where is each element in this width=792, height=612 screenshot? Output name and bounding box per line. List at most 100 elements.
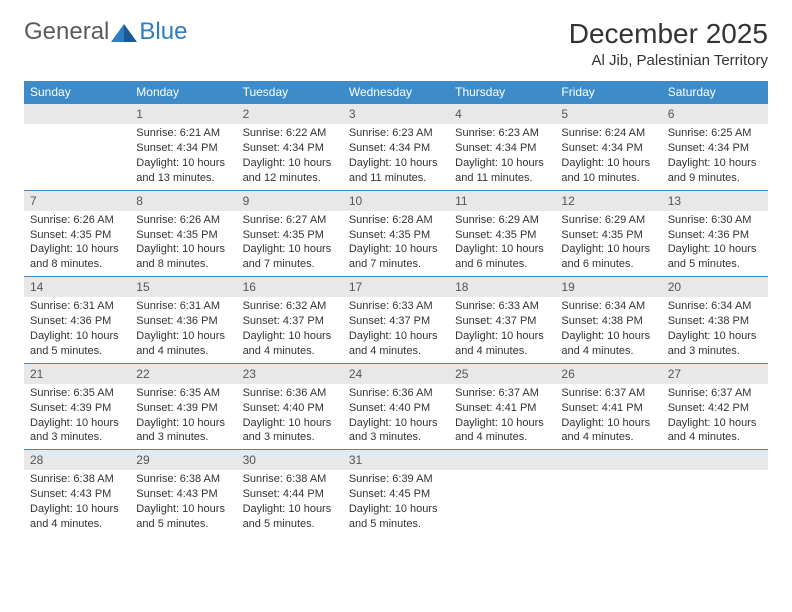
sunset-text: Sunset: 4:39 PM [30, 401, 124, 416]
daylight-text: Daylight: 10 hours and 3 minutes. [243, 416, 337, 446]
calendar-cell [662, 449, 768, 536]
daylight-text: Daylight: 10 hours and 6 minutes. [561, 242, 655, 272]
sunrise-text: Sunrise: 6:25 AM [668, 126, 762, 141]
month-title: December 2025 [569, 18, 768, 50]
calendar-cell: 18Sunrise: 6:33 AMSunset: 4:37 PMDayligh… [449, 276, 555, 363]
sunset-text: Sunset: 4:42 PM [668, 401, 762, 416]
day-content: Sunrise: 6:35 AMSunset: 4:39 PMDaylight:… [24, 384, 130, 449]
sunrise-text: Sunrise: 6:29 AM [455, 213, 549, 228]
day-header: Monday [130, 81, 236, 103]
day-number: 12 [555, 190, 661, 211]
day-content: Sunrise: 6:37 AMSunset: 4:41 PMDaylight:… [449, 384, 555, 449]
day-content: Sunrise: 6:34 AMSunset: 4:38 PMDaylight:… [555, 297, 661, 362]
sunrise-text: Sunrise: 6:24 AM [561, 126, 655, 141]
calendar-cell: 26Sunrise: 6:37 AMSunset: 4:41 PMDayligh… [555, 363, 661, 450]
day-content: Sunrise: 6:21 AMSunset: 4:34 PMDaylight:… [130, 124, 236, 189]
sunset-text: Sunset: 4:41 PM [455, 401, 549, 416]
day-number: 16 [237, 276, 343, 297]
day-number: 14 [24, 276, 130, 297]
sunset-text: Sunset: 4:35 PM [349, 228, 443, 243]
calendar-cell [24, 103, 130, 190]
daylight-text: Daylight: 10 hours and 11 minutes. [455, 156, 549, 186]
calendar-cell: 3Sunrise: 6:23 AMSunset: 4:34 PMDaylight… [343, 103, 449, 190]
sunrise-text: Sunrise: 6:27 AM [243, 213, 337, 228]
sunset-text: Sunset: 4:36 PM [30, 314, 124, 329]
daylight-text: Daylight: 10 hours and 4 minutes. [30, 502, 124, 532]
daylight-text: Daylight: 10 hours and 12 minutes. [243, 156, 337, 186]
daylight-text: Daylight: 10 hours and 5 minutes. [30, 329, 124, 359]
day-number: 25 [449, 363, 555, 384]
sunset-text: Sunset: 4:40 PM [243, 401, 337, 416]
calendar-cell: 31Sunrise: 6:39 AMSunset: 4:45 PMDayligh… [343, 449, 449, 536]
sunrise-text: Sunrise: 6:32 AM [243, 299, 337, 314]
day-header: Sunday [24, 81, 130, 103]
sunset-text: Sunset: 4:35 PM [561, 228, 655, 243]
sunset-text: Sunset: 4:35 PM [136, 228, 230, 243]
calendar-row: 28Sunrise: 6:38 AMSunset: 4:43 PMDayligh… [24, 449, 768, 536]
location: Al Jib, Palestinian Territory [569, 52, 768, 69]
day-number: 11 [449, 190, 555, 211]
daylight-text: Daylight: 10 hours and 13 minutes. [136, 156, 230, 186]
day-content: Sunrise: 6:22 AMSunset: 4:34 PMDaylight:… [237, 124, 343, 189]
sunrise-text: Sunrise: 6:23 AM [455, 126, 549, 141]
sunset-text: Sunset: 4:43 PM [136, 487, 230, 502]
sunrise-text: Sunrise: 6:36 AM [243, 386, 337, 401]
calendar-cell: 13Sunrise: 6:30 AMSunset: 4:36 PMDayligh… [662, 190, 768, 277]
calendar-cell: 15Sunrise: 6:31 AMSunset: 4:36 PMDayligh… [130, 276, 236, 363]
sunset-text: Sunset: 4:34 PM [243, 141, 337, 156]
sunrise-text: Sunrise: 6:26 AM [136, 213, 230, 228]
calendar-cell: 9Sunrise: 6:27 AMSunset: 4:35 PMDaylight… [237, 190, 343, 277]
empty-day-number [24, 103, 130, 124]
day-content: Sunrise: 6:27 AMSunset: 4:35 PMDaylight:… [237, 211, 343, 276]
day-number: 26 [555, 363, 661, 384]
day-header: Thursday [449, 81, 555, 103]
empty-day-number [449, 449, 555, 470]
daylight-text: Daylight: 10 hours and 3 minutes. [136, 416, 230, 446]
day-content: Sunrise: 6:26 AMSunset: 4:35 PMDaylight:… [130, 211, 236, 276]
calendar-cell: 20Sunrise: 6:34 AMSunset: 4:38 PMDayligh… [662, 276, 768, 363]
sunset-text: Sunset: 4:34 PM [455, 141, 549, 156]
day-header-row: Sunday Monday Tuesday Wednesday Thursday… [24, 81, 768, 103]
day-header: Friday [555, 81, 661, 103]
sunrise-text: Sunrise: 6:30 AM [668, 213, 762, 228]
sunrise-text: Sunrise: 6:34 AM [668, 299, 762, 314]
calendar-cell: 17Sunrise: 6:33 AMSunset: 4:37 PMDayligh… [343, 276, 449, 363]
day-number: 29 [130, 449, 236, 470]
day-number: 28 [24, 449, 130, 470]
calendar-cell: 16Sunrise: 6:32 AMSunset: 4:37 PMDayligh… [237, 276, 343, 363]
calendar-cell: 28Sunrise: 6:38 AMSunset: 4:43 PMDayligh… [24, 449, 130, 536]
calendar-cell: 22Sunrise: 6:35 AMSunset: 4:39 PMDayligh… [130, 363, 236, 450]
day-number: 2 [237, 103, 343, 124]
day-number: 30 [237, 449, 343, 470]
calendar-cell: 29Sunrise: 6:38 AMSunset: 4:43 PMDayligh… [130, 449, 236, 536]
calendar-table: Sunday Monday Tuesday Wednesday Thursday… [24, 81, 768, 536]
sunset-text: Sunset: 4:37 PM [349, 314, 443, 329]
calendar-cell: 12Sunrise: 6:29 AMSunset: 4:35 PMDayligh… [555, 190, 661, 277]
daylight-text: Daylight: 10 hours and 5 minutes. [243, 502, 337, 532]
daylight-text: Daylight: 10 hours and 8 minutes. [30, 242, 124, 272]
sunrise-text: Sunrise: 6:26 AM [30, 213, 124, 228]
sunset-text: Sunset: 4:38 PM [561, 314, 655, 329]
title-block: December 2025 Al Jib, Palestinian Territ… [569, 18, 768, 69]
day-number: 15 [130, 276, 236, 297]
daylight-text: Daylight: 10 hours and 5 minutes. [136, 502, 230, 532]
calendar-cell: 27Sunrise: 6:37 AMSunset: 4:42 PMDayligh… [662, 363, 768, 450]
daylight-text: Daylight: 10 hours and 7 minutes. [243, 242, 337, 272]
sunrise-text: Sunrise: 6:36 AM [349, 386, 443, 401]
sunset-text: Sunset: 4:38 PM [668, 314, 762, 329]
calendar-cell: 19Sunrise: 6:34 AMSunset: 4:38 PMDayligh… [555, 276, 661, 363]
day-number: 7 [24, 190, 130, 211]
calendar-cell: 23Sunrise: 6:36 AMSunset: 4:40 PMDayligh… [237, 363, 343, 450]
daylight-text: Daylight: 10 hours and 3 minutes. [349, 416, 443, 446]
day-content: Sunrise: 6:33 AMSunset: 4:37 PMDaylight:… [449, 297, 555, 362]
sunset-text: Sunset: 4:43 PM [30, 487, 124, 502]
calendar-cell: 1Sunrise: 6:21 AMSunset: 4:34 PMDaylight… [130, 103, 236, 190]
day-content: Sunrise: 6:29 AMSunset: 4:35 PMDaylight:… [449, 211, 555, 276]
day-content: Sunrise: 6:34 AMSunset: 4:38 PMDaylight:… [662, 297, 768, 362]
day-content: Sunrise: 6:32 AMSunset: 4:37 PMDaylight:… [237, 297, 343, 362]
calendar-row: 21Sunrise: 6:35 AMSunset: 4:39 PMDayligh… [24, 363, 768, 450]
day-content: Sunrise: 6:36 AMSunset: 4:40 PMDaylight:… [237, 384, 343, 449]
logo-text-blue: Blue [139, 18, 187, 46]
sunrise-text: Sunrise: 6:31 AM [136, 299, 230, 314]
calendar-cell: 10Sunrise: 6:28 AMSunset: 4:35 PMDayligh… [343, 190, 449, 277]
